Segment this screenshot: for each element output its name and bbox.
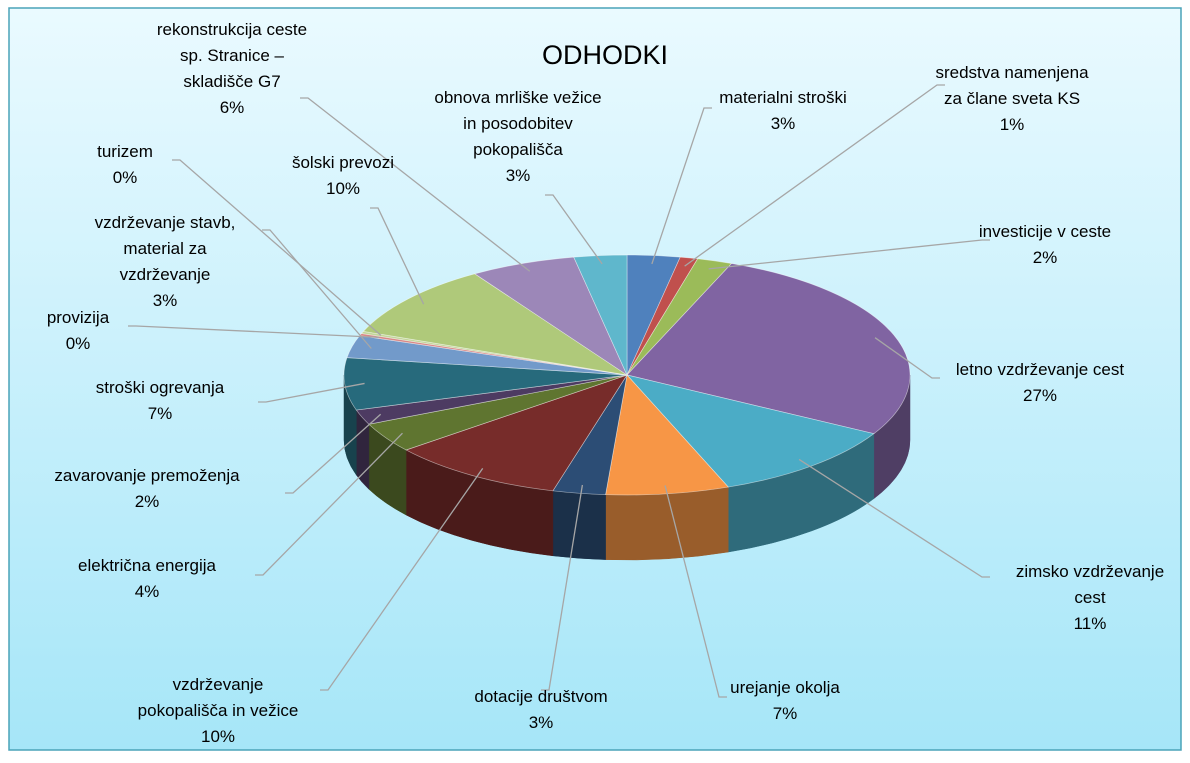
label-line: sredstva namenjena (935, 63, 1089, 82)
data-label: obnova mrliške vežice in posodobitev pokop… (434, 88, 601, 185)
data-label: električna energija 4% (78, 556, 217, 601)
leader-line (300, 97, 531, 272)
data-label: materialni stroški 3% (719, 88, 847, 133)
label-line: rekonstrukcija ceste (157, 20, 307, 39)
pie-slice (605, 374, 729, 496)
label-line: električna energija (78, 556, 217, 575)
label-line: in posodobitev (463, 114, 573, 133)
label-line: cest (1074, 588, 1105, 607)
leader-line (258, 382, 365, 403)
label-line: vzdrževanje (173, 675, 264, 694)
value-label: 10% (201, 727, 235, 746)
value-label: 0% (113, 168, 138, 187)
label-line: zimsko vzdrževanje (1016, 562, 1164, 581)
value-label: 10% (326, 179, 360, 198)
pie-slice (626, 263, 911, 435)
data-label: šolski prevozi 10% (292, 153, 394, 198)
leader-line (664, 485, 727, 698)
data-label: investicije v ceste 2% (979, 222, 1111, 267)
leader-line (370, 207, 425, 305)
label-line: za člane sveta KS (944, 89, 1080, 108)
label-line: urejanje okolja (730, 678, 840, 697)
leader-line (172, 159, 382, 336)
label-line: sp. Stranice – (180, 46, 284, 65)
value-label: 7% (148, 404, 173, 423)
leader-line (541, 484, 584, 691)
leader-line (262, 229, 372, 349)
label-line: dotacije društvom (474, 687, 607, 706)
data-label: stroški ogrevanja 7% (96, 378, 225, 423)
leader-line (798, 458, 990, 578)
pie-side (605, 486, 729, 561)
label-line: obnova mrliške vežice (434, 88, 601, 107)
data-label: dotacije društvom 3% (474, 687, 607, 732)
pie-slice (405, 374, 628, 492)
leader-line (651, 107, 712, 265)
pie-slice (573, 254, 628, 376)
leader-line (708, 239, 990, 270)
label-line: investicije v ceste (979, 222, 1111, 241)
data-label: zavarovanje premoženja 2% (54, 466, 240, 511)
value-label: 0% (66, 334, 91, 353)
label-line: vzdrževanje stavb, (95, 213, 236, 232)
chart-title: ODHODKI (542, 40, 668, 70)
label-line: stroški ogrevanja (96, 378, 225, 397)
label-line: pokopališča in vežice (138, 701, 299, 720)
label-line: provizija (47, 308, 110, 327)
data-label: letno vzdrževanje cest 27% (956, 360, 1124, 405)
leader-line (128, 325, 380, 339)
pie-slice (362, 273, 628, 376)
label-line: materialni stroški (719, 88, 847, 107)
data-label: turizem 0% (97, 142, 153, 187)
leader-line (684, 84, 945, 267)
value-label: 3% (771, 114, 796, 133)
value-label: 1% (1000, 115, 1025, 134)
label-line: pokopališča (473, 140, 563, 159)
label-line: material za (123, 239, 207, 258)
leader-line (255, 432, 403, 576)
label-line: vzdrževanje (120, 265, 211, 284)
value-label: 6% (220, 98, 245, 117)
value-label: 2% (1033, 248, 1058, 267)
leader-line (320, 467, 484, 691)
leader-line (545, 194, 603, 265)
data-label: zimsko vzdrževanje cest 11% (1016, 562, 1164, 633)
leader-line (874, 337, 940, 379)
data-label: provizija 0% (47, 308, 110, 353)
data-label: sredstva namenjena za člane sveta KS 1% (935, 63, 1089, 134)
value-label: 3% (506, 166, 531, 185)
data-label: urejanje okolja 7% (730, 678, 840, 723)
value-label: 27% (1023, 386, 1057, 405)
value-label: 3% (153, 291, 178, 310)
value-label: 3% (529, 713, 554, 732)
value-label: 7% (773, 704, 798, 723)
value-label: 4% (135, 582, 160, 601)
label-line: skladišče G7 (183, 72, 280, 91)
leader-line (285, 413, 382, 494)
value-label: 11% (1074, 614, 1107, 633)
label-line: turizem (97, 142, 153, 161)
value-label: 2% (135, 492, 160, 511)
label-line: zavarovanje premoženja (54, 466, 240, 485)
label-line: letno vzdrževanje cest (956, 360, 1124, 379)
data-label: rekonstrukcija ceste sp. Stranice – skladi… (157, 20, 307, 117)
data-label: vzdrževanje stavb, material za vzdrževanje… (95, 213, 236, 310)
label-line: šolski prevozi (292, 153, 394, 172)
data-label: vzdrževanje pokopališča in vežice 10% (138, 675, 299, 746)
pie-slice (625, 374, 875, 488)
